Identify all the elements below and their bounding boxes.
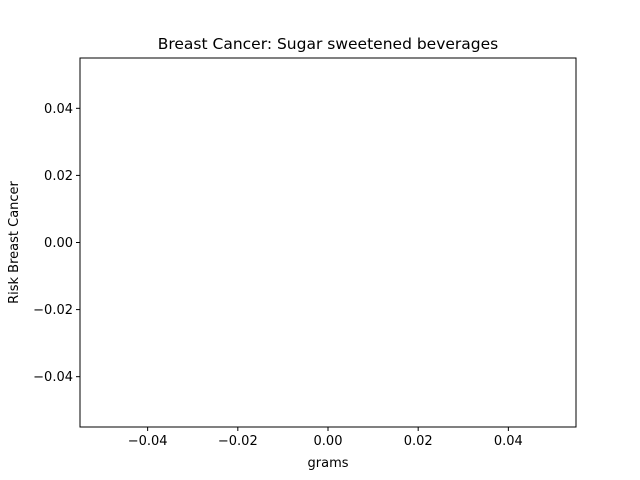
y-axis-label: Risk Breast Cancer (7, 180, 22, 303)
y-tick-label: −0.02 (33, 303, 73, 318)
y-tick-label: 0.04 (44, 102, 73, 117)
y-tick-label: −0.04 (33, 370, 73, 385)
x-tick-label: −0.02 (218, 434, 258, 449)
x-axis: −0.04 −0.02 0.00 0.02 0.04 (128, 427, 523, 449)
x-tick-label: −0.04 (128, 434, 168, 449)
chart-title: Breast Cancer: Sugar sweetened beverages (158, 35, 499, 53)
x-axis-label: grams (308, 456, 349, 471)
x-tick-label: 0.00 (314, 434, 343, 449)
x-tick-label: 0.04 (494, 434, 523, 449)
y-tick-label: 0.00 (44, 236, 73, 251)
x-tick-label: 0.02 (404, 434, 433, 449)
y-tick-label: 0.02 (44, 169, 73, 184)
y-axis: −0.04 −0.02 0.00 0.02 0.04 (33, 102, 80, 385)
